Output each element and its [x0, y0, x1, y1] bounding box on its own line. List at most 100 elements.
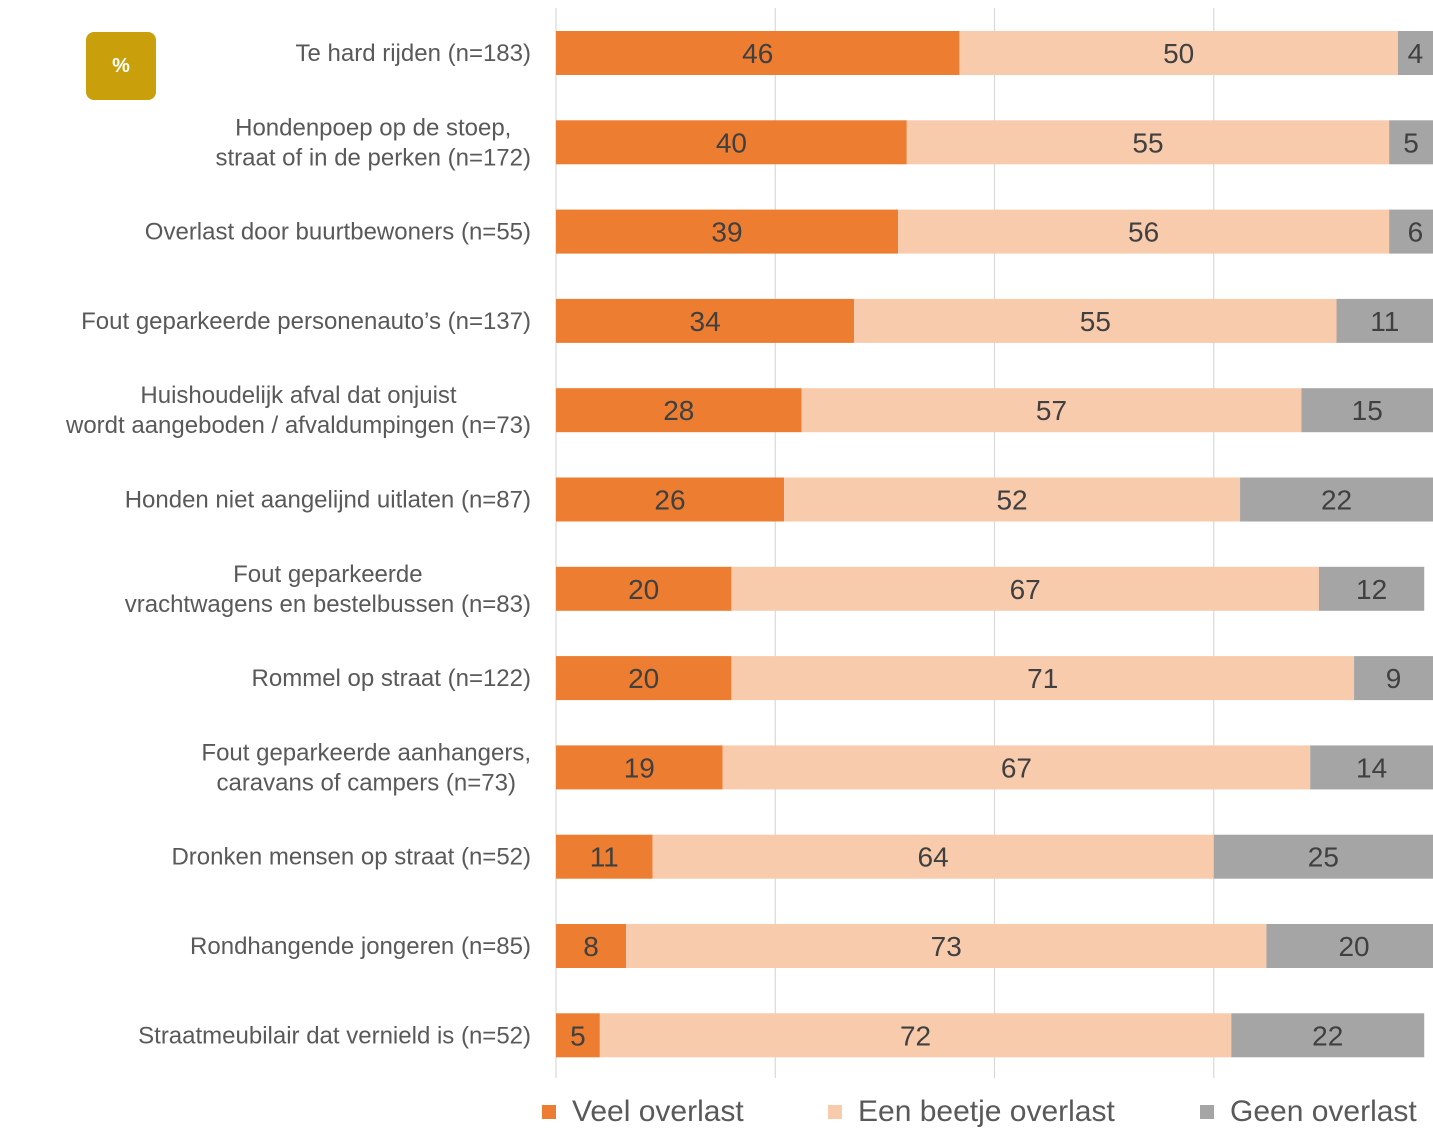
category-label-line: Honden niet aangelijnd uitlaten (n=87) — [125, 487, 531, 514]
bar-segment — [1213, 834, 1433, 879]
data-label: 9 — [1386, 663, 1402, 694]
data-label: 14 — [1356, 752, 1387, 783]
data-label: 5 — [1403, 127, 1419, 158]
bar-segment — [556, 209, 899, 254]
bar-segment — [556, 120, 907, 165]
gridlines — [555, 8, 1215, 1078]
legend-swatch — [828, 1105, 842, 1119]
data-label: 64 — [918, 842, 949, 873]
category-label: Rommel op straat (n=122) — [252, 665, 531, 692]
category-label: Dronken mensen op straat (n=52) — [171, 844, 531, 871]
bar-segment — [784, 477, 1241, 522]
bar-segment — [599, 1013, 1232, 1058]
data-label: 57 — [1036, 395, 1067, 426]
data-label: 56 — [1128, 217, 1159, 248]
bar-segment — [1301, 388, 1433, 433]
data-label: 55 — [1132, 127, 1163, 158]
bar-segment — [1389, 120, 1433, 165]
legend-item: Geen overlast — [1200, 1095, 1417, 1129]
category-label: Rondhangende jongeren (n=85) — [190, 933, 531, 960]
category-label: Honden niet aangelijnd uitlaten (n=87) — [125, 487, 531, 514]
percent-badge-label: % — [112, 54, 130, 77]
category-label-line: Rondhangende jongeren (n=85) — [190, 933, 531, 960]
bar-segment — [556, 1013, 600, 1058]
data-label: 28 — [663, 395, 694, 426]
category-label-line: wordt aangeboden / afvaldumpingen (n=73) — [65, 412, 531, 439]
data-label: 22 — [1312, 1020, 1343, 1051]
data-label: 73 — [931, 931, 962, 962]
bar-segment — [854, 298, 1337, 343]
category-label-line: Dronken mensen op straat (n=52) — [171, 844, 531, 871]
legend-item: Een beetje overlast — [828, 1095, 1115, 1129]
category-label-line: straat of in de perken (n=172) — [215, 144, 531, 171]
bar-segment — [1318, 566, 1425, 611]
legend-label: Een beetje overlast — [858, 1095, 1115, 1128]
data-label: 26 — [654, 485, 685, 516]
category-label-line: Rommel op straat (n=122) — [252, 665, 531, 692]
data-label: 55 — [1080, 306, 1111, 337]
data-label: 67 — [1010, 574, 1041, 605]
data-label: 39 — [711, 217, 742, 248]
category-label-line: Huishoudelijk afval dat onjuist — [140, 382, 457, 409]
data-label: 11 — [590, 842, 619, 873]
data-label: 15 — [1352, 395, 1383, 426]
category-label-line: Fout geparkeerde personenauto’s (n=137) — [81, 308, 531, 335]
data-label: 11 — [1370, 306, 1399, 337]
bar-segment — [556, 388, 802, 433]
legend-item: Veel overlast — [542, 1095, 744, 1129]
data-label: 6 — [1408, 217, 1424, 248]
data-label: 71 — [1027, 663, 1058, 694]
category-label-line: Straatmeubilair dat vernield is (n=52) — [138, 1022, 531, 1049]
category-label: Straatmeubilair dat vernield is (n=52) — [138, 1022, 531, 1049]
category-label: Fout geparkeerde aanhangers, caravans of … — [201, 739, 531, 796]
bar-segment — [731, 656, 1355, 701]
data-label: 5 — [570, 1020, 586, 1051]
bar-segment — [1389, 209, 1433, 254]
category-label-line: vrachtwagens en bestelbussen (n=83) — [125, 591, 531, 618]
data-label: 46 — [742, 38, 773, 69]
data-label: 12 — [1356, 574, 1387, 605]
bar-segment — [1354, 656, 1433, 701]
bar-segment — [556, 31, 960, 75]
data-label: 52 — [996, 485, 1027, 516]
data-label: 72 — [900, 1020, 931, 1051]
bar-segment — [731, 566, 1319, 611]
bar-segment — [556, 656, 732, 701]
bar-segment — [801, 388, 1302, 433]
bar-segment — [1310, 745, 1433, 790]
data-label: 25 — [1308, 842, 1339, 873]
data-label: 4 — [1408, 38, 1424, 69]
legend-swatch — [1200, 1105, 1214, 1119]
data-label: 20 — [628, 663, 659, 694]
bar-segment — [1397, 31, 1433, 75]
data-label: 8 — [583, 931, 599, 962]
percent-badge: % — [86, 32, 156, 100]
data-label: 50 — [1163, 38, 1194, 69]
legend-swatch — [542, 1105, 556, 1119]
bar-segment — [556, 566, 732, 611]
category-label-line: Fout geparkeerde aanhangers, — [201, 739, 531, 766]
category-label: Fout geparkeerde vrachtwagens en bestelbu… — [125, 561, 531, 618]
bar-segment — [1231, 1013, 1425, 1058]
bar-segment — [722, 745, 1311, 790]
legend-label: Veel overlast — [572, 1095, 744, 1128]
bar-segment — [1336, 298, 1433, 343]
category-label: Hondenpoep op de stoep, straat of in de p… — [215, 114, 531, 171]
data-label: 34 — [690, 306, 721, 337]
data-label: 20 — [1338, 931, 1369, 962]
category-label: Te hard rijden (n=183) — [296, 40, 531, 67]
category-label-line: Overlast door buurtbewoners (n=55) — [145, 219, 531, 246]
category-label-line: Hondenpoep op de stoep, — [235, 114, 511, 141]
bar-segment — [556, 745, 723, 790]
category-label-line: Fout geparkeerde — [233, 561, 422, 588]
legend-label: Geen overlast — [1230, 1095, 1417, 1128]
bar-segment — [556, 924, 627, 968]
bar-segment — [556, 477, 785, 522]
bar-segment — [1240, 477, 1433, 522]
bar-segment — [556, 298, 855, 343]
category-label-line: caravans of campers (n=73) — [216, 769, 515, 796]
bar-segment — [652, 834, 1214, 879]
category-labels: Te hard rijden (n=183) Hondenpoep op de s… — [65, 40, 531, 1049]
